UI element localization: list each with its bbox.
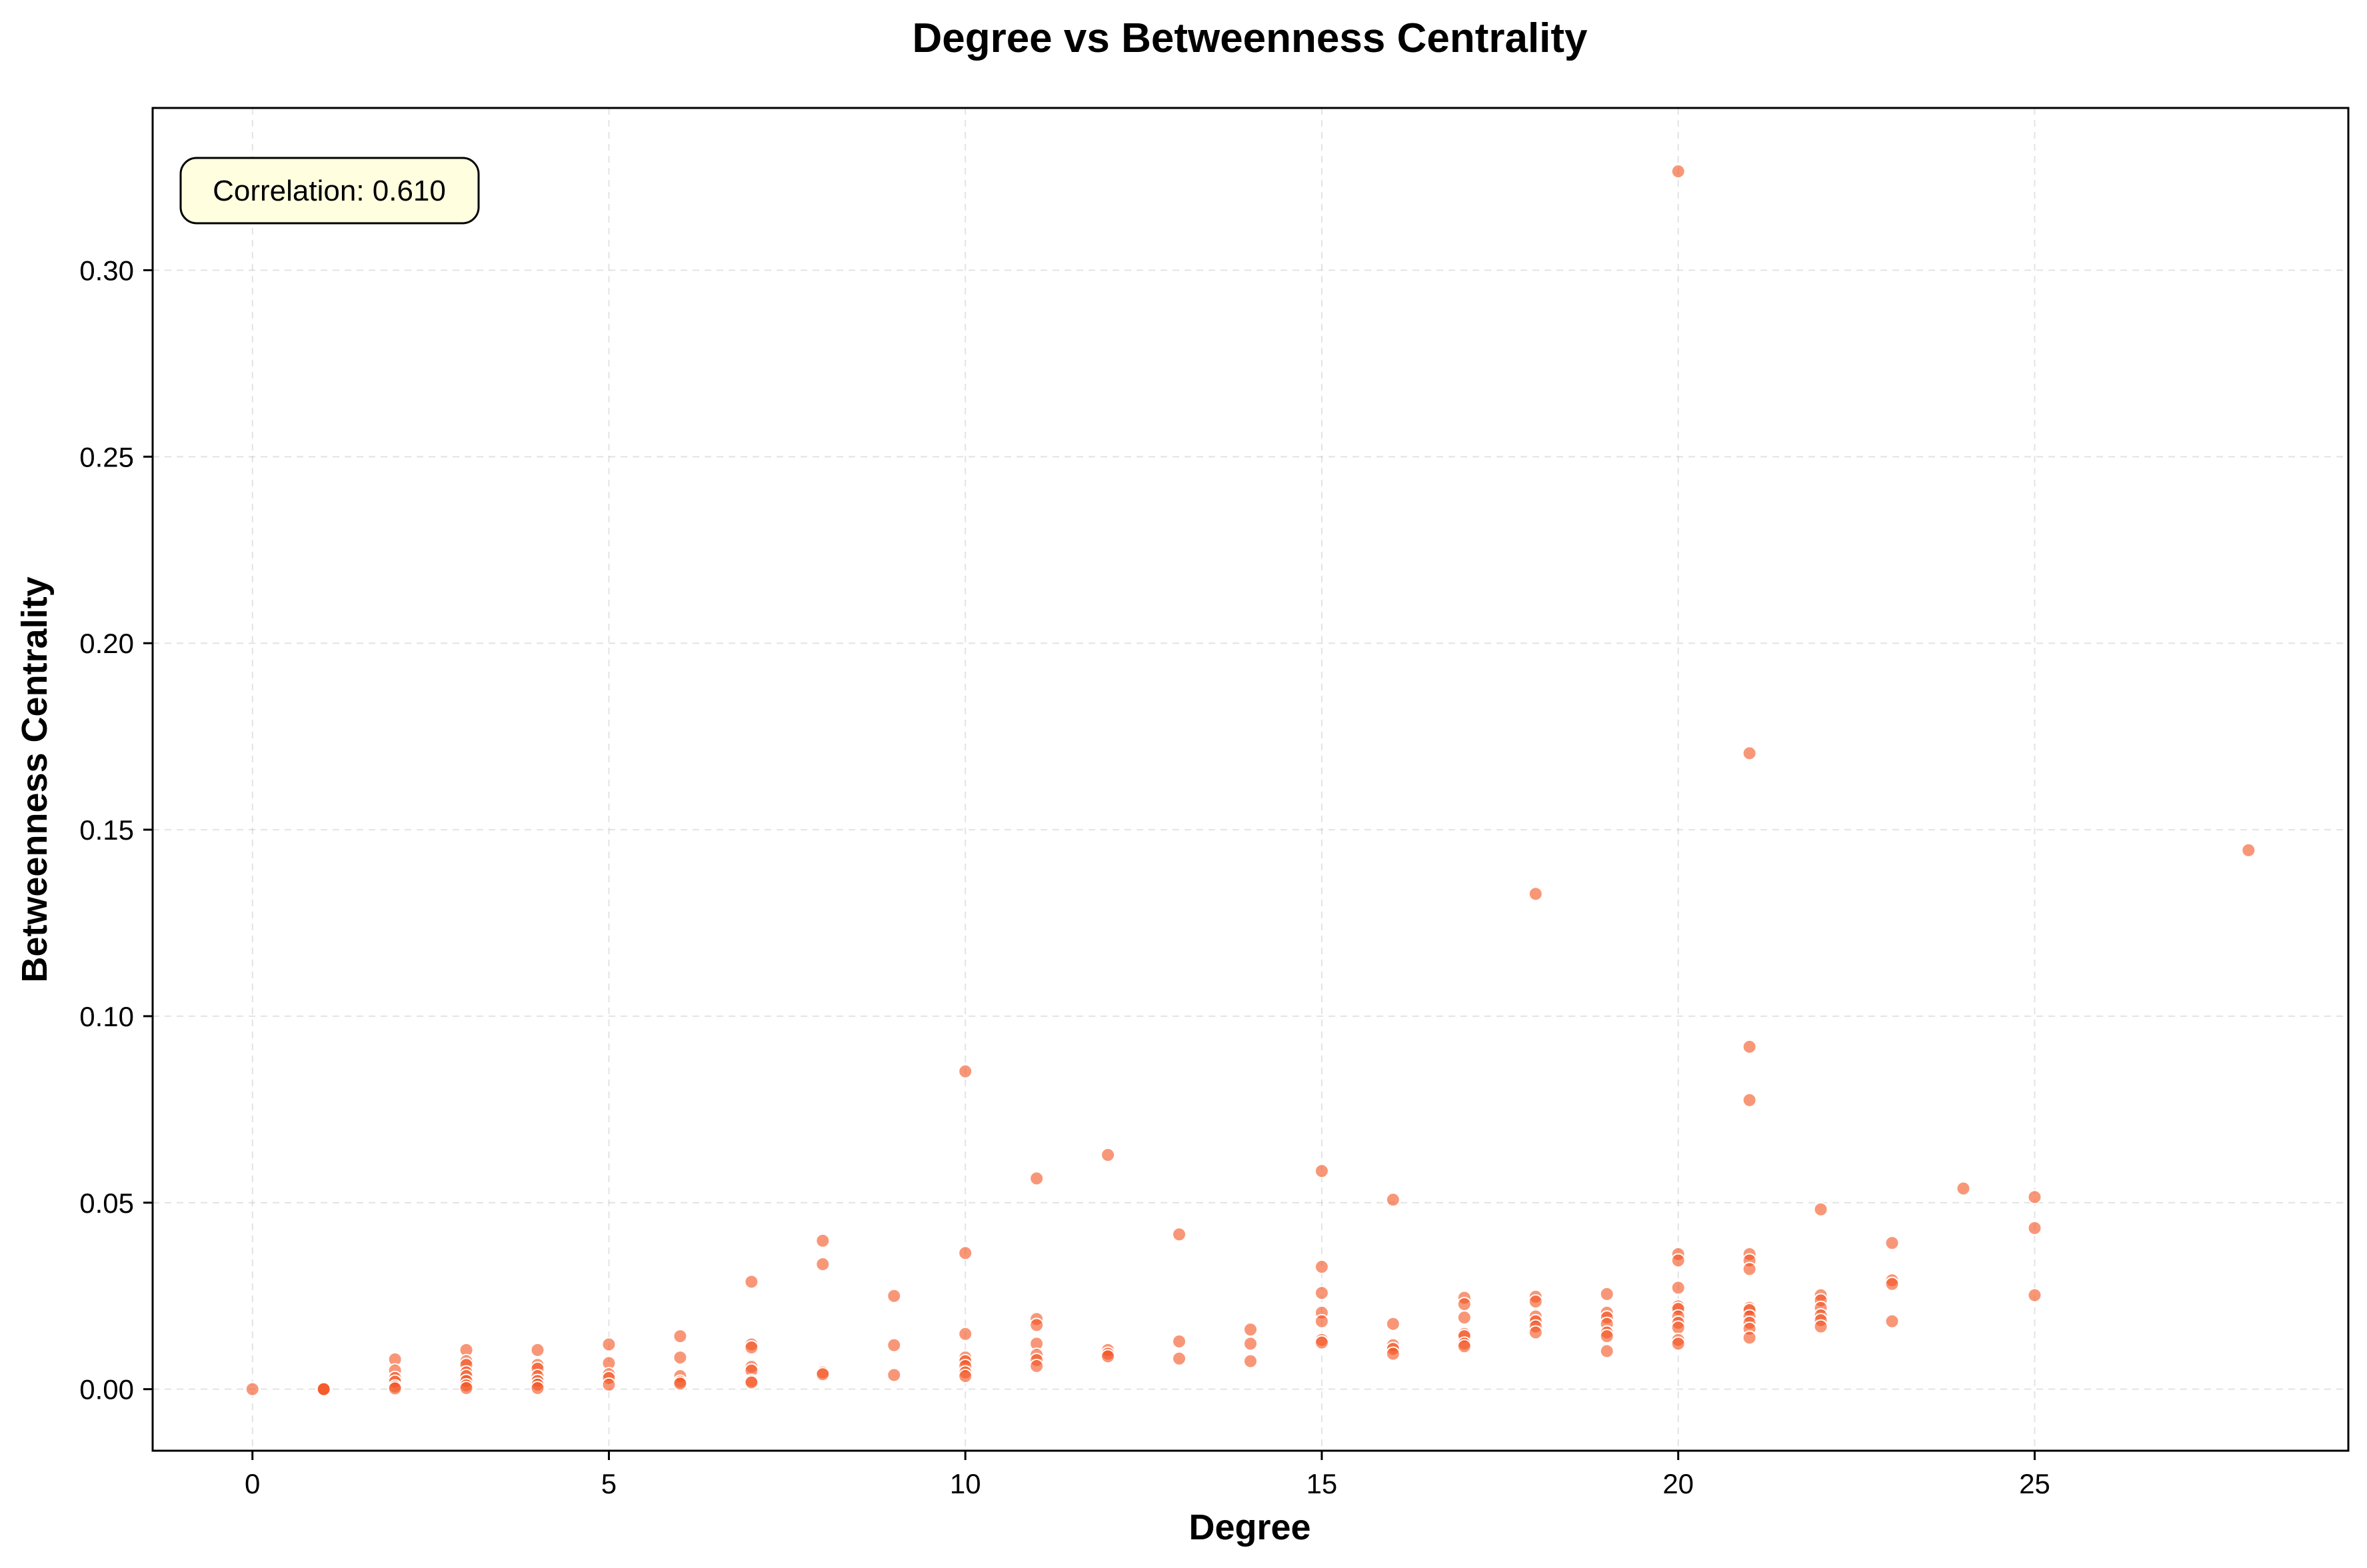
x-tick-label: 0: [245, 1468, 260, 1499]
data-point: [530, 1342, 545, 1357]
data-point: [673, 1350, 688, 1365]
data-point: [1456, 1310, 1472, 1325]
data-point: [530, 1380, 545, 1395]
data-point: [1670, 1253, 1686, 1268]
data-point: [1243, 1322, 1258, 1337]
data-point: [1742, 1039, 1757, 1054]
data-point: [1314, 1285, 1329, 1301]
data-point: [1528, 1325, 1543, 1340]
data-point: [1956, 1181, 1971, 1196]
data-point: [2027, 1189, 2042, 1205]
data-point: [1670, 164, 1686, 179]
data-point: [1172, 1351, 1187, 1366]
data-point: [958, 1064, 973, 1079]
data-point: [1456, 1339, 1472, 1354]
data-point: [744, 1339, 759, 1355]
data-point: [601, 1337, 617, 1352]
data-point: [1742, 746, 1757, 761]
data-point: [1385, 1192, 1400, 1207]
data-point: [601, 1377, 617, 1392]
data-point: [1385, 1346, 1400, 1361]
plot-frame: [151, 107, 2350, 1452]
data-point: [1884, 1276, 1900, 1291]
y-axis-ticks: 0.00 0.05 0.10 0.15 0.20 0.25 0.30: [79, 255, 153, 1405]
data-point: [387, 1381, 403, 1396]
correlation-annotation-text: Correlation: 0.610: [213, 175, 446, 207]
data-point: [815, 1257, 831, 1272]
data-point: [1599, 1329, 1614, 1344]
data-point: [1670, 1280, 1686, 1295]
data-point: [1314, 1313, 1329, 1329]
data-point: [887, 1288, 902, 1303]
data-point: [1528, 1294, 1543, 1309]
data-point: [1243, 1353, 1258, 1369]
data-point: [1456, 1297, 1472, 1312]
x-tick-label: 15: [1306, 1468, 1338, 1499]
y-tick-label: 0.25: [79, 441, 134, 472]
data-points: [245, 164, 2256, 1397]
x-tick-label: 10: [950, 1468, 981, 1499]
data-point: [1884, 1313, 1900, 1329]
y-tick-label: 0.30: [79, 255, 134, 286]
data-point: [1314, 1335, 1329, 1350]
data-point: [1670, 1336, 1686, 1351]
correlation-annotation: Correlation: 0.610: [179, 157, 480, 225]
y-tick-label: 0.15: [79, 814, 134, 846]
data-point: [1813, 1201, 1828, 1217]
data-point: [2241, 842, 2256, 858]
data-point: [1314, 1164, 1329, 1179]
y-tick-label: 0.05: [79, 1187, 134, 1219]
data-point: [1670, 1320, 1686, 1335]
data-point: [673, 1329, 688, 1344]
x-axis-ticks: 0 5 10 15 20 25: [245, 1451, 2050, 1499]
data-point: [1813, 1319, 1828, 1334]
y-tick-label: 0.20: [79, 628, 134, 659]
chart-title: Degree vs Betweenness Centrality: [912, 15, 1588, 61]
y-axis-label: Betweenness Centrality: [15, 576, 55, 982]
data-point: [744, 1274, 759, 1289]
data-point: [1172, 1227, 1187, 1242]
data-point: [673, 1376, 688, 1391]
data-point: [958, 1326, 973, 1341]
data-point: [1884, 1235, 1900, 1251]
data-point: [958, 1369, 973, 1384]
y-tick-label: 0.10: [79, 1001, 134, 1032]
data-point: [1742, 1261, 1757, 1277]
x-tick-label: 25: [2019, 1468, 2050, 1499]
data-point: [815, 1367, 831, 1382]
grid-lines: [153, 108, 2348, 1451]
data-point: [1742, 1330, 1757, 1345]
data-point: [2027, 1220, 2042, 1235]
data-point: [744, 1375, 759, 1390]
data-point: [1029, 1171, 1045, 1186]
data-point: [1172, 1334, 1187, 1349]
data-point: [958, 1245, 973, 1261]
data-point: [1029, 1317, 1045, 1333]
data-point: [1101, 1349, 1116, 1364]
data-point: [815, 1233, 831, 1248]
data-point: [1599, 1286, 1614, 1301]
data-point: [2027, 1287, 2042, 1303]
y-tick-label: 0.00: [79, 1374, 134, 1405]
data-point: [316, 1381, 331, 1397]
data-point: [1314, 1259, 1329, 1275]
data-point: [1029, 1358, 1045, 1373]
x-tick-label: 5: [601, 1468, 617, 1499]
x-axis-label: Degree: [1188, 1507, 1310, 1547]
data-point: [459, 1380, 474, 1395]
data-point: [245, 1381, 260, 1397]
data-point: [1599, 1343, 1614, 1359]
data-point: [1528, 886, 1543, 902]
x-tick-label: 20: [1662, 1468, 1694, 1499]
data-point: [887, 1337, 902, 1353]
correlation-annotation-box: [179, 157, 480, 225]
data-point: [1101, 1148, 1116, 1163]
data-point: [1243, 1336, 1258, 1351]
data-point: [1385, 1316, 1400, 1331]
data-point: [1742, 1092, 1757, 1108]
data-point: [887, 1367, 902, 1383]
